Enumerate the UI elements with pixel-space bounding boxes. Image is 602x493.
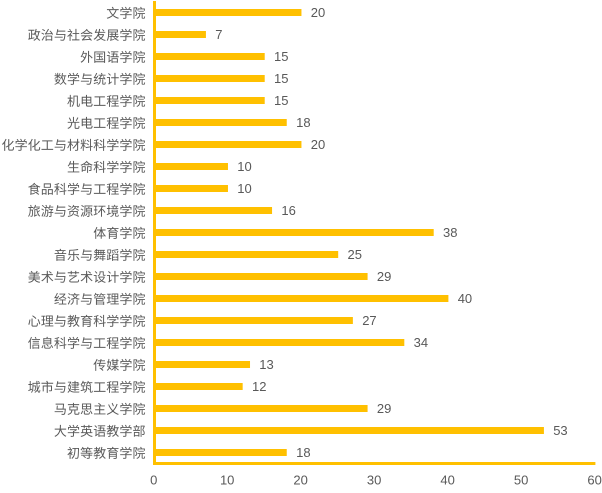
svg-text:38: 38 — [443, 225, 457, 240]
svg-text:53: 53 — [553, 423, 567, 438]
svg-text:18: 18 — [296, 115, 310, 130]
svg-text:15: 15 — [274, 49, 288, 64]
svg-text:20: 20 — [293, 473, 307, 488]
svg-text:10: 10 — [220, 473, 234, 488]
svg-text:18: 18 — [296, 445, 310, 460]
svg-text:10: 10 — [237, 159, 251, 174]
svg-text:20: 20 — [311, 5, 325, 20]
svg-text:0: 0 — [150, 473, 157, 488]
svg-text:16: 16 — [281, 203, 295, 218]
svg-text:7: 7 — [215, 27, 222, 42]
svg-text:25: 25 — [348, 247, 362, 262]
svg-text:50: 50 — [514, 473, 528, 488]
svg-text:29: 29 — [377, 401, 391, 416]
svg-text:30: 30 — [367, 473, 381, 488]
svg-text:34: 34 — [414, 335, 428, 350]
svg-text:60: 60 — [587, 473, 601, 488]
svg-text:40: 40 — [458, 291, 472, 306]
svg-text:27: 27 — [362, 313, 376, 328]
svg-text:15: 15 — [274, 93, 288, 108]
svg-text:13: 13 — [259, 357, 273, 372]
svg-text:12: 12 — [252, 379, 266, 394]
svg-text:20: 20 — [311, 137, 325, 152]
svg-text:40: 40 — [440, 473, 454, 488]
svg-text:29: 29 — [377, 269, 391, 284]
svg-text:15: 15 — [274, 71, 288, 86]
svg-text:10: 10 — [237, 181, 251, 196]
